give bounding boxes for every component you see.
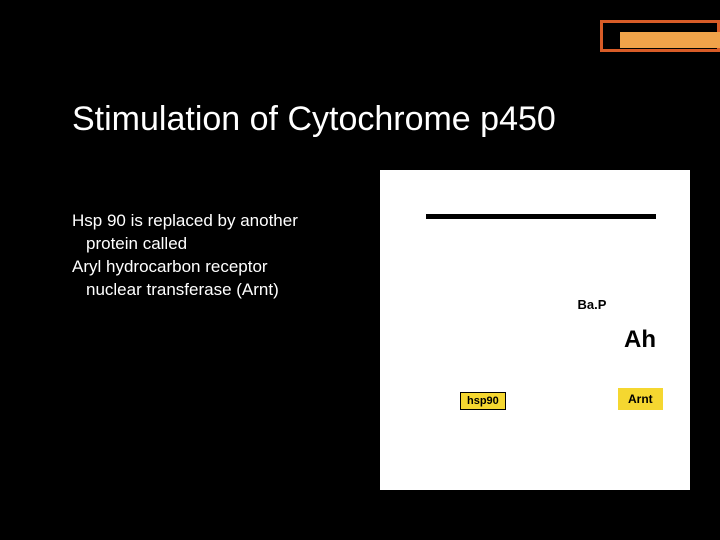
ah-label: Ah [624,326,656,354]
body-text: Hsp 90 is replaced by another protein ca… [72,210,362,302]
ah-octagon: Ah [604,304,676,376]
hsp90-box: hsp90 [460,392,506,410]
arnt-label: Arnt [628,392,653,406]
body-line-2: protein called [72,233,362,256]
accent-bar-inner [620,32,720,48]
bap-label: Ba.P [578,297,607,312]
body-line-3: Aryl hydrocarbon receptor [72,256,362,279]
slide-title: Stimulation of Cytochrome p450 [72,100,556,139]
body-line-1: Hsp 90 is replaced by another [72,210,362,233]
arnt-box: Arnt [618,388,663,410]
diagram-area: Ba.P Ah hsp90 Arnt [380,170,690,490]
body-line-4: nuclear transferase (Arnt) [72,279,362,302]
hsp90-label: hsp90 [467,395,499,407]
membrane-line [426,214,656,219]
